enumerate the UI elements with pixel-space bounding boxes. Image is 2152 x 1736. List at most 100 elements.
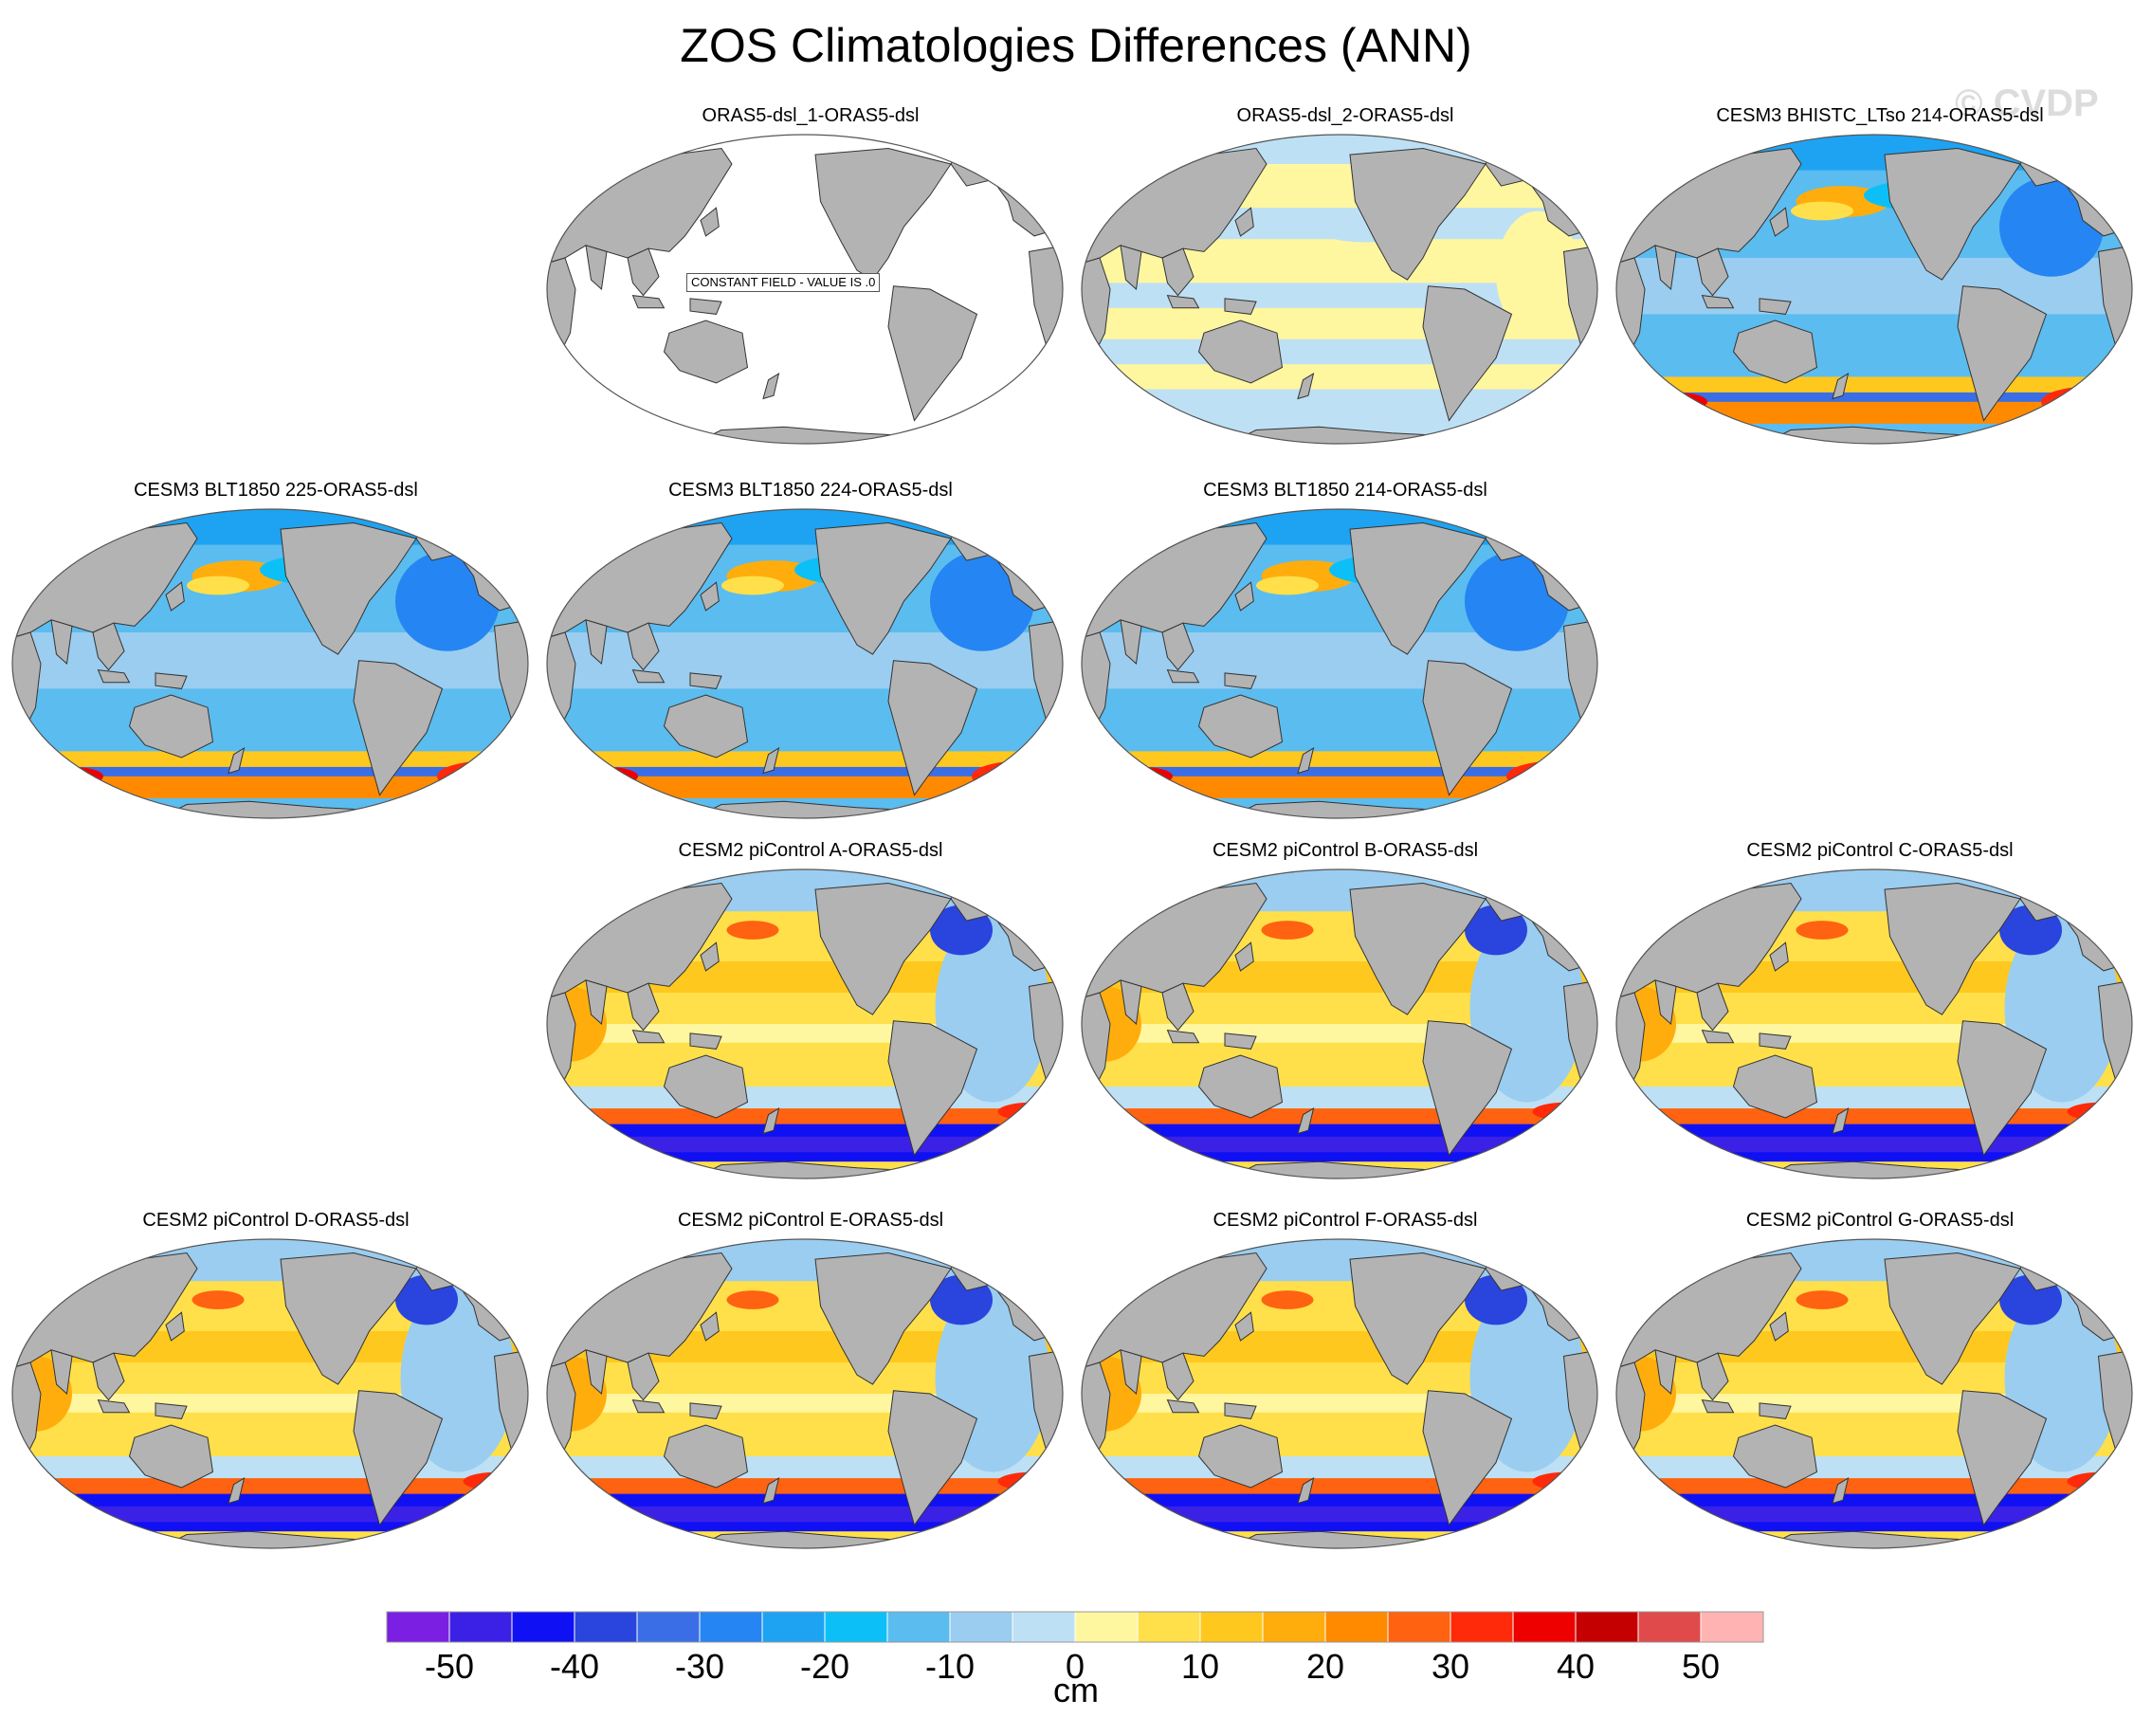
map-plot	[546, 868, 1064, 1179]
land-indo1	[631, 1399, 666, 1414]
map-plot	[1081, 868, 1598, 1179]
land-nz	[762, 1107, 780, 1135]
panel-title: ORAS5-dsl_1-ORAS5-dsl	[702, 105, 920, 126]
map-panel: CESM2 piControl B-ORAS5-dsl	[1079, 839, 1612, 1199]
land-india	[1120, 979, 1142, 1026]
colorbar-box	[1700, 1611, 1764, 1643]
map-plot	[546, 1238, 1064, 1549]
land-samerica	[1422, 1390, 1513, 1526]
land-ngu	[689, 672, 722, 689]
colorbar-box	[1575, 1611, 1639, 1643]
land-samerica	[353, 660, 444, 796]
land-australia	[128, 694, 214, 758]
land-samerica	[887, 285, 978, 422]
panel-title: CESM2 piControl F-ORAS5-dsl	[1213, 1210, 1478, 1231]
colorbar-box	[1262, 1611, 1326, 1643]
land-seasia	[1696, 247, 1729, 297]
land-japan	[700, 941, 720, 972]
land-ngu	[689, 298, 722, 315]
map-panel: CESM2 piControl G-ORAS5-dsl	[1614, 1209, 2146, 1569]
land-seasia	[1161, 247, 1195, 297]
panel-title: ORAS5-dsl_2-ORAS5-dsl	[1236, 105, 1454, 126]
land-seasia	[627, 622, 660, 671]
map-plot	[1081, 508, 1598, 819]
land-namerica	[1884, 147, 2021, 281]
colorbar-box	[1512, 1611, 1577, 1643]
land-ngu	[155, 1402, 188, 1419]
land-nz	[1297, 1477, 1315, 1505]
land-ngu	[1759, 1032, 1792, 1050]
colorbar-tick-label: 10	[1181, 1647, 1219, 1686]
panel-title: CESM2 piControl G-ORAS5-dsl	[1745, 1210, 2015, 1231]
land-indo1	[631, 295, 666, 309]
land-nz	[1297, 1107, 1315, 1135]
land-australia	[663, 320, 749, 384]
land-australia	[1197, 1424, 1284, 1489]
land-australia	[1732, 1424, 1818, 1489]
land-ngu	[689, 1402, 722, 1419]
land-nz	[1297, 747, 1315, 775]
colorbar-box	[1387, 1611, 1451, 1643]
colorbar-box	[1012, 1611, 1076, 1643]
land-namerica	[1349, 521, 1486, 655]
land-samerica	[1957, 285, 2048, 422]
panel-title: CESM2 piControl E-ORAS5-dsl	[677, 1210, 944, 1231]
colorbar-box	[824, 1611, 888, 1643]
colorbar-box	[1074, 1611, 1139, 1643]
map-panel: CESM2 piControl C-ORAS5-dsl	[1614, 839, 2146, 1199]
map-panel: ORAS5-dsl_2-ORAS5-dsl	[1079, 104, 1612, 465]
land-nz	[762, 373, 780, 400]
colorbar-box	[949, 1611, 1013, 1643]
land-australia	[1732, 320, 1818, 384]
land-japan	[700, 207, 720, 237]
map-panel: CESM3 BLT1850 225-ORAS5-dsl	[9, 479, 542, 839]
land-seasia	[1161, 1352, 1195, 1401]
land-ngu	[1224, 298, 1257, 315]
land-namerica	[814, 521, 952, 655]
map-plot	[1081, 134, 1598, 445]
land-seasia	[92, 622, 125, 671]
map-outline	[546, 134, 1064, 445]
land-samerica	[1957, 1390, 2048, 1526]
map-plot	[1615, 1238, 2133, 1549]
land-samerica	[1957, 1020, 2048, 1157]
land-japan	[165, 1311, 185, 1342]
map-plot	[546, 508, 1064, 819]
land-indo1	[1166, 669, 1200, 684]
land-samerica	[1422, 660, 1513, 796]
land-india	[1120, 245, 1142, 291]
land-layer	[1082, 144, 1597, 444]
land-seasia	[92, 1352, 125, 1401]
land-ngu	[1759, 298, 1792, 315]
panel-title: CESM2 piControl A-ORAS5-dsl	[678, 840, 943, 861]
land-australia	[663, 1424, 749, 1489]
colorbar-tick-label: -50	[425, 1647, 474, 1686]
land-india	[585, 979, 608, 1026]
land-seasia	[627, 1352, 660, 1401]
land-namerica	[1349, 147, 1486, 281]
colorbar-tick-label: 30	[1432, 1647, 1469, 1686]
land-japan	[700, 581, 720, 612]
land-indo1	[1701, 1399, 1735, 1414]
land-seasia	[627, 982, 660, 1032]
panel-title: CESM3 BHISTC_LTso 214-ORAS5-dsl	[1716, 105, 2044, 126]
land-ngu	[1224, 672, 1257, 689]
land-nz	[228, 1477, 246, 1505]
panel-title: CESM2 piControl C-ORAS5-dsl	[1746, 840, 2014, 861]
map-outline	[1081, 1238, 1598, 1549]
land-seasia	[1696, 1352, 1729, 1401]
map-panel: ORAS5-dsl_1-ORAS5-dsl CONSTANT FIELD - VA…	[544, 104, 1077, 465]
land-samerica	[887, 1390, 978, 1526]
watermark: © CVDP	[1955, 82, 2099, 124]
land-nz	[1832, 1477, 1850, 1505]
land-nz	[762, 1477, 780, 1505]
land-india	[1654, 979, 1677, 1026]
map-plot	[1615, 134, 2133, 445]
land-seasia	[1696, 982, 1729, 1032]
colorbar-box	[1450, 1611, 1514, 1643]
map-outline	[1081, 134, 1598, 445]
land-nz	[1297, 373, 1315, 400]
colorbar-tick-label: -20	[800, 1647, 849, 1686]
page-title: ZOS Climatologies Differences (ANN)	[680, 19, 1472, 72]
map-panel: CESM3 BHISTC_LTso 214-ORAS5-dsl	[1614, 104, 2146, 465]
